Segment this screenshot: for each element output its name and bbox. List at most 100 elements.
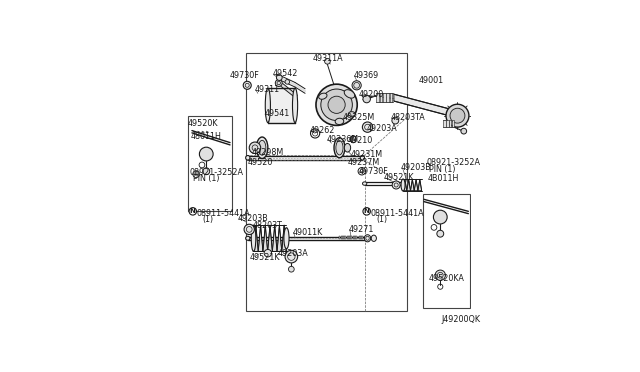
Text: 08911-5441A: 08911-5441A xyxy=(371,209,424,218)
Bar xyxy=(446,120,449,127)
Text: (1): (1) xyxy=(202,215,213,224)
Bar xyxy=(354,236,355,240)
Text: N: N xyxy=(364,208,370,214)
Text: 49231M: 49231M xyxy=(350,150,383,160)
Bar xyxy=(350,236,351,240)
Bar xyxy=(351,236,353,240)
Circle shape xyxy=(392,181,400,189)
Bar xyxy=(452,120,454,127)
Bar xyxy=(376,93,379,102)
Bar xyxy=(349,236,350,240)
Bar xyxy=(343,236,344,240)
Circle shape xyxy=(362,122,372,132)
Ellipse shape xyxy=(335,118,344,125)
Polygon shape xyxy=(418,179,422,191)
Circle shape xyxy=(363,95,371,103)
Text: 49298M: 49298M xyxy=(252,148,284,157)
Polygon shape xyxy=(258,225,263,251)
Text: 08921-3252A: 08921-3252A xyxy=(426,158,480,167)
Circle shape xyxy=(285,80,290,84)
Polygon shape xyxy=(410,179,414,191)
Text: 49203B: 49203B xyxy=(401,163,431,172)
Circle shape xyxy=(200,147,213,161)
Circle shape xyxy=(363,208,371,215)
Text: 49520: 49520 xyxy=(247,158,273,167)
Bar xyxy=(380,93,382,102)
Bar xyxy=(449,120,451,127)
Ellipse shape xyxy=(334,138,345,158)
Text: 49203A: 49203A xyxy=(367,124,397,133)
Circle shape xyxy=(249,142,260,154)
Circle shape xyxy=(328,96,345,113)
Circle shape xyxy=(289,266,294,272)
Circle shape xyxy=(446,104,469,127)
Polygon shape xyxy=(414,179,418,191)
Polygon shape xyxy=(253,225,258,251)
Bar xyxy=(422,193,470,308)
Polygon shape xyxy=(277,225,282,251)
Text: 49203A: 49203A xyxy=(278,249,308,258)
Text: 49311A: 49311A xyxy=(313,54,344,63)
Text: 49521K: 49521K xyxy=(384,173,414,182)
Text: J49200QK: J49200QK xyxy=(441,315,480,324)
Circle shape xyxy=(244,224,254,235)
Text: 49236M: 49236M xyxy=(326,135,358,144)
Ellipse shape xyxy=(362,182,367,185)
Text: 49311: 49311 xyxy=(255,86,280,94)
Circle shape xyxy=(433,210,447,224)
Bar xyxy=(387,93,389,102)
Text: 49237M: 49237M xyxy=(348,158,380,167)
Circle shape xyxy=(392,117,399,124)
Text: 48011H: 48011H xyxy=(191,132,221,141)
Text: 49210: 49210 xyxy=(348,136,372,145)
Circle shape xyxy=(437,230,444,237)
Text: 49203B: 49203B xyxy=(238,214,269,223)
Circle shape xyxy=(276,75,282,80)
Circle shape xyxy=(316,84,357,125)
Ellipse shape xyxy=(366,236,371,240)
Text: 49262: 49262 xyxy=(309,126,335,135)
Bar xyxy=(188,116,232,211)
Circle shape xyxy=(352,81,361,90)
Polygon shape xyxy=(407,179,410,191)
Ellipse shape xyxy=(344,144,351,152)
Bar xyxy=(383,93,385,102)
Text: N: N xyxy=(190,208,196,214)
Text: 49001: 49001 xyxy=(418,76,444,85)
Circle shape xyxy=(264,250,271,257)
Ellipse shape xyxy=(259,140,266,155)
Text: (1): (1) xyxy=(376,215,387,224)
Ellipse shape xyxy=(360,155,365,160)
Bar xyxy=(444,120,445,127)
Circle shape xyxy=(321,89,353,121)
Bar xyxy=(348,236,349,240)
Text: PIN (1): PIN (1) xyxy=(429,165,456,174)
Circle shape xyxy=(243,81,252,89)
Text: N: N xyxy=(194,171,198,177)
Text: 49520K: 49520K xyxy=(188,119,218,128)
Bar xyxy=(340,236,342,240)
Text: 48203T: 48203T xyxy=(253,221,283,230)
Ellipse shape xyxy=(371,235,376,241)
Polygon shape xyxy=(273,225,277,251)
Polygon shape xyxy=(394,94,451,116)
Text: 49520KA: 49520KA xyxy=(428,275,464,283)
Ellipse shape xyxy=(344,90,355,98)
Ellipse shape xyxy=(257,137,268,158)
Text: PIN (1): PIN (1) xyxy=(193,174,220,183)
Ellipse shape xyxy=(336,141,343,155)
Bar xyxy=(360,236,361,240)
Text: 49369: 49369 xyxy=(354,71,379,80)
Bar xyxy=(361,236,362,240)
Text: 49730F: 49730F xyxy=(229,71,259,80)
Circle shape xyxy=(324,58,330,64)
Ellipse shape xyxy=(265,88,271,122)
Text: 08911-5441A: 08911-5441A xyxy=(197,209,250,218)
Bar xyxy=(344,236,345,240)
Bar xyxy=(362,236,363,240)
Text: 49541: 49541 xyxy=(264,109,290,118)
Text: 49730F: 49730F xyxy=(359,167,388,176)
Polygon shape xyxy=(268,225,273,251)
Ellipse shape xyxy=(364,235,371,242)
Text: 49011K: 49011K xyxy=(292,228,323,237)
